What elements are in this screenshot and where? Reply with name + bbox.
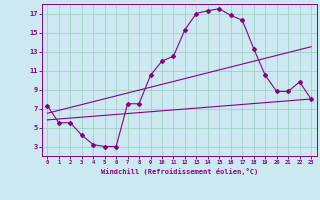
- X-axis label: Windchill (Refroidissement éolien,°C): Windchill (Refroidissement éolien,°C): [100, 168, 258, 175]
